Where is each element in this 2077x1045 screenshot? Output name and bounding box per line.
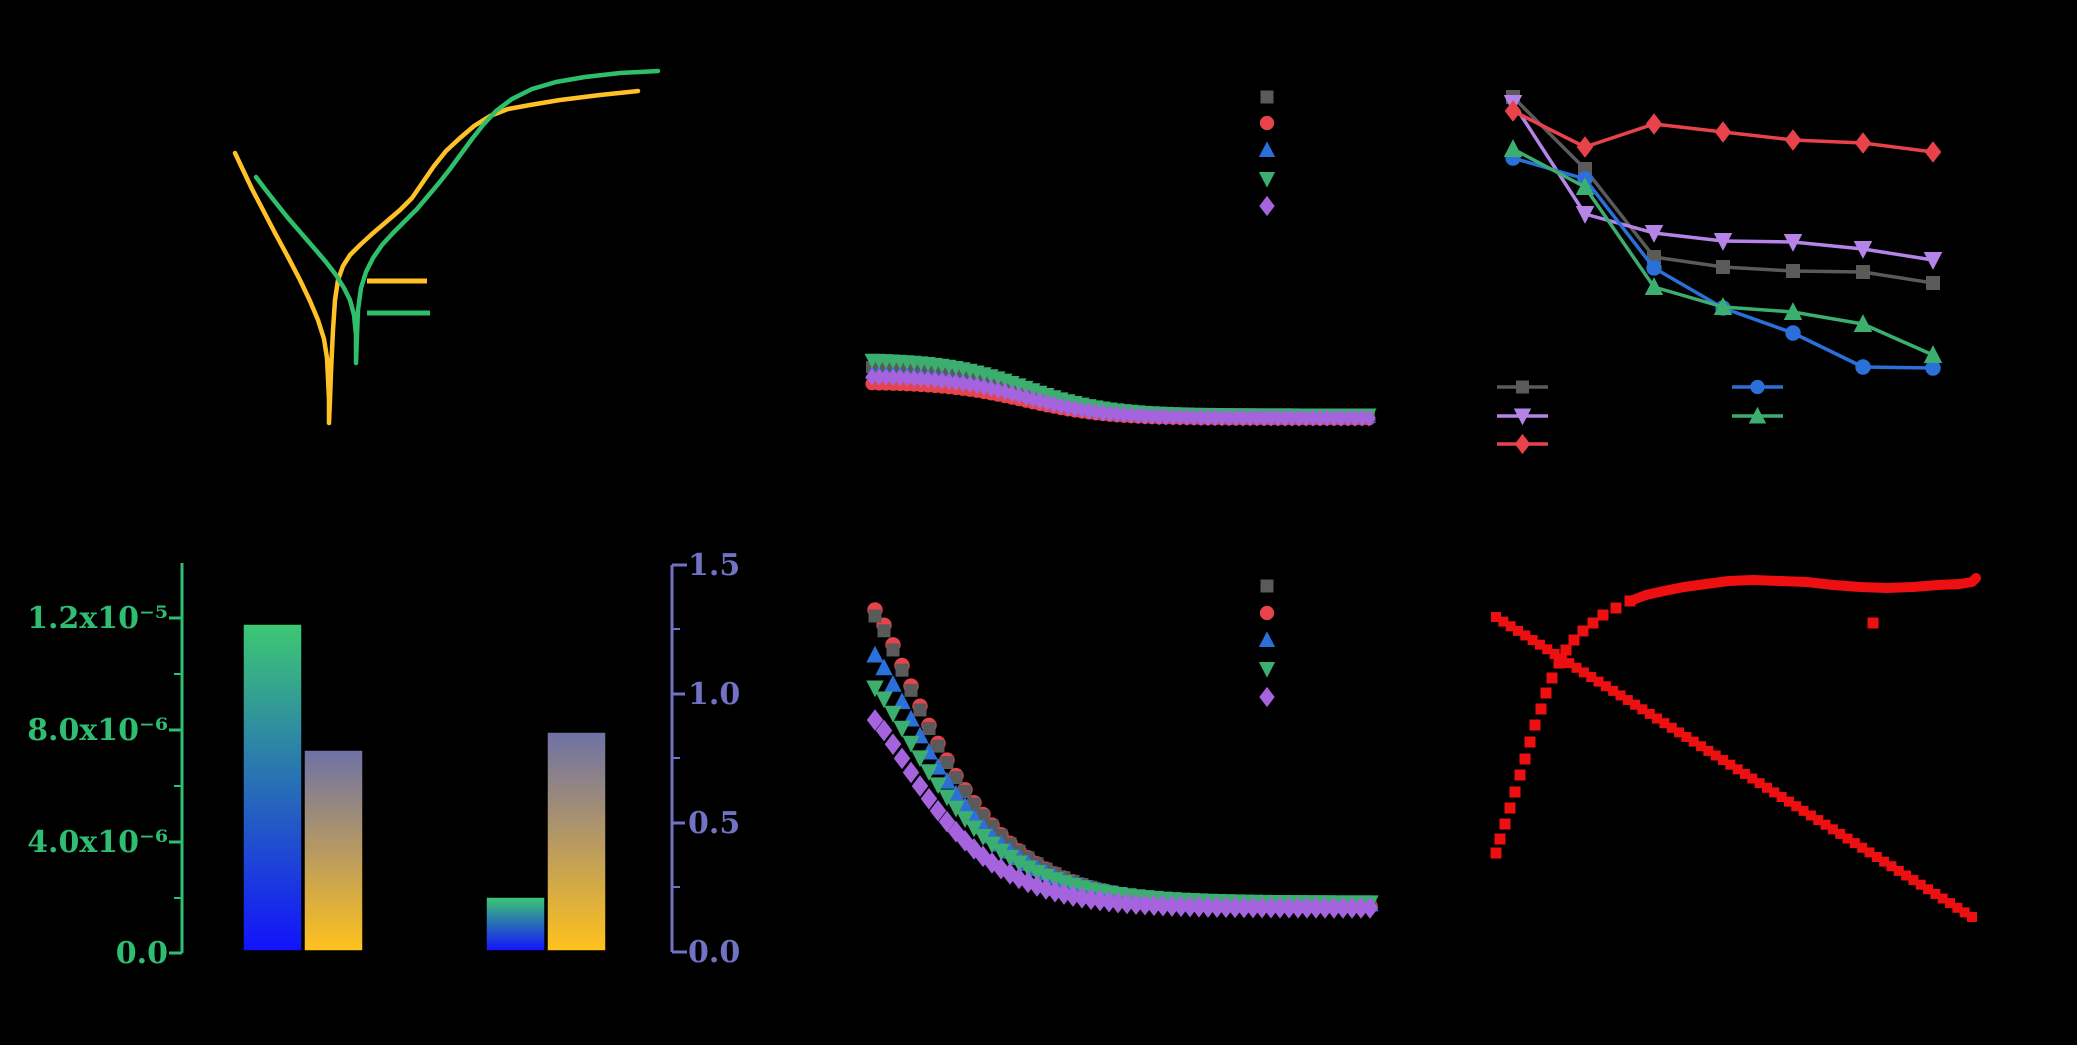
panel-a-polarization-curves: [232, 68, 661, 426]
legend-marker-purple-diamond: [1259, 195, 1275, 217]
rising-branch-plateau: [1625, 573, 1981, 606]
legend-entry-gray-square: [1497, 380, 1548, 394]
bar-group2-slate-gold: [546, 731, 607, 952]
rising-branch-climb: [1490, 595, 1636, 859]
panel-e-decay-scatter: [866, 579, 1379, 919]
panel-d-bar-chart: 1.2x10⁻⁵ 8.0x10⁻⁶ 4.0x10⁻⁶ 0.0 1.5 1.0 0.5 0.0: [27, 548, 740, 971]
right-purple-axis: 1.5 1.0 0.5 0.0: [670, 548, 740, 970]
panel-f-red-scatter: [1490, 573, 1981, 922]
tick-label: 4.0x10⁻⁶: [27, 825, 168, 860]
tick-label: 0.0: [688, 935, 740, 970]
left-green-axis: 1.2x10⁻⁵ 8.0x10⁻⁶ 4.0x10⁻⁶ 0.0: [27, 563, 184, 971]
panel-c-line-scatter: [1497, 90, 1943, 455]
legend-entry-red-diamond: [1497, 433, 1548, 455]
legend-entry-green-triangle-up: [1732, 406, 1783, 424]
bar-group2-green-blue: [485, 896, 546, 952]
legend-marker-red-circle: [1259, 115, 1275, 131]
tick-label: 8.0x10⁻⁶: [27, 713, 168, 748]
legend-marker-gray-square: [1260, 90, 1274, 104]
tick-label: 1.5: [688, 548, 740, 583]
series-purple-diamond: [866, 709, 1379, 919]
bar-group1-slate-gold: [303, 749, 364, 952]
legend-marker-purple-diamond: [1259, 686, 1275, 708]
tick-label: 1.0: [688, 677, 740, 712]
legend-entry-blue-circle: [1732, 379, 1783, 395]
series-red-diamond: [1504, 100, 1942, 163]
tick-label: 1.2x10⁻⁵: [27, 601, 168, 636]
legend-marker-red-circle: [1259, 605, 1275, 621]
legend-marker-gray-square: [1260, 579, 1274, 593]
series-green-triangle-up: [1503, 139, 1943, 363]
legend-marker-blue-triangle-up: [1258, 141, 1276, 157]
legend-marker-green-triangle-down: [1258, 662, 1276, 678]
legend-marker-green-triangle-down: [1258, 172, 1276, 188]
bar-group1-green-blue: [242, 623, 303, 952]
panel-b-decay-scatter: [864, 90, 1377, 427]
series-purple-diamond: [865, 368, 1376, 427]
isolated-legend-marker: [1867, 617, 1879, 629]
tick-label: 0.0: [116, 936, 168, 971]
series-gray-square: [1506, 90, 1940, 290]
series-gray-square: [868, 609, 1377, 912]
series-purple-triangle-down: [1503, 95, 1943, 270]
legend-entry-purple-triangle-down: [1497, 408, 1548, 426]
series-green-triangle-down: [866, 680, 1379, 913]
tick-label: 0.5: [688, 806, 740, 841]
series-green-triangle-down: [864, 353, 1377, 424]
legend-marker-blue-triangle-up: [1258, 631, 1276, 647]
falling-branch: [1491, 612, 1977, 922]
